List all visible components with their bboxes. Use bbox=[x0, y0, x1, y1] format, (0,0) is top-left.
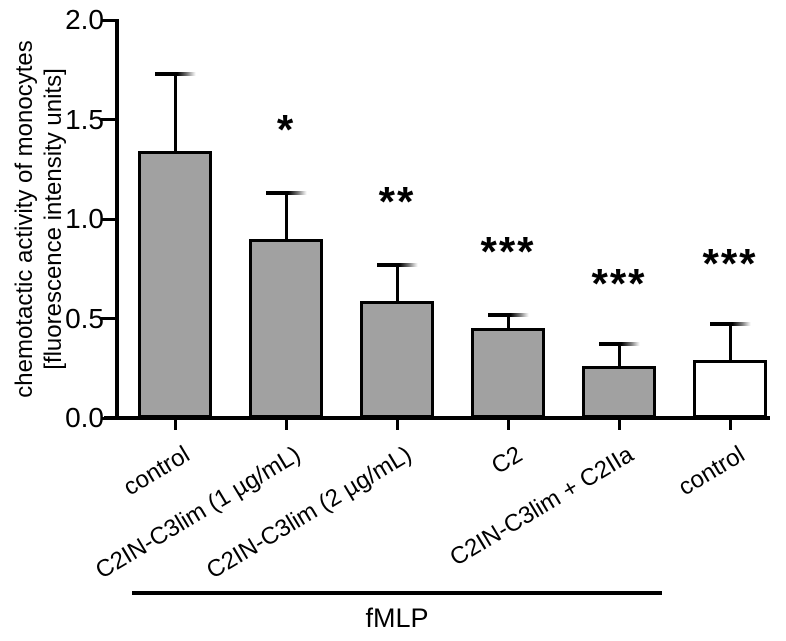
error-bar-stem bbox=[173, 73, 177, 155]
x-axis-tick bbox=[395, 419, 399, 430]
x-axis-tick bbox=[173, 419, 177, 430]
error-bar-cap bbox=[155, 71, 196, 76]
x-category-label: C2IN-C3lim (2 µg/mL) bbox=[202, 440, 417, 585]
bar-5 bbox=[582, 366, 656, 418]
x-category-label: control bbox=[118, 440, 195, 502]
error-bar-cap bbox=[488, 312, 529, 317]
error-bar-cap bbox=[710, 322, 751, 327]
x-axis-tick bbox=[506, 419, 510, 430]
error-bar-cap bbox=[266, 191, 307, 196]
y-axis-line bbox=[115, 19, 119, 420]
y-axis-tick bbox=[101, 317, 115, 320]
y-axis-tick bbox=[101, 118, 115, 121]
y-axis-tick bbox=[101, 18, 115, 22]
significance-label: *** bbox=[591, 259, 647, 307]
x-axis-line bbox=[104, 416, 770, 420]
y-axis-tick-label: 2.0 bbox=[65, 4, 104, 35]
bar-1 bbox=[138, 151, 212, 418]
fmlp-group-label: fMLP bbox=[365, 603, 429, 633]
y-axis-tick-label: 0.0 bbox=[65, 402, 104, 433]
error-bar-stem bbox=[284, 193, 288, 242]
error-bar-stem bbox=[395, 264, 399, 304]
fmlp-group-line bbox=[132, 591, 662, 595]
significance-label: *** bbox=[702, 239, 758, 287]
error-bar-stem bbox=[506, 314, 510, 332]
bar-6 bbox=[693, 360, 767, 418]
significance-label: *** bbox=[480, 227, 536, 275]
bar-2 bbox=[249, 238, 323, 418]
bar-4 bbox=[471, 328, 545, 418]
x-axis-tick bbox=[284, 419, 288, 430]
y-axis-tick-label: 1.5 bbox=[65, 103, 104, 135]
error-bar-stem bbox=[728, 324, 732, 364]
x-category-label: C2 bbox=[487, 440, 528, 480]
error-bar-cap bbox=[599, 342, 640, 347]
y-axis-tick-label: 0.5 bbox=[65, 302, 104, 334]
bar-3 bbox=[360, 300, 434, 418]
x-category-label: C2IN-C3lim (1 µg/mL) bbox=[91, 440, 306, 585]
x-category-label: control bbox=[673, 440, 750, 502]
significance-label: ** bbox=[378, 178, 416, 226]
error-bar-cap bbox=[377, 262, 418, 267]
x-axis-tick bbox=[728, 419, 732, 430]
y-axis-tick-label: 1.0 bbox=[65, 203, 104, 234]
y-axis-tick bbox=[101, 217, 115, 221]
y-axis-tick bbox=[101, 416, 115, 420]
x-category-label: C2IN-C3lim + C2IIa bbox=[445, 440, 639, 572]
significance-label: * bbox=[276, 106, 296, 154]
x-axis-tick bbox=[617, 419, 621, 430]
error-bar-stem bbox=[617, 344, 621, 370]
